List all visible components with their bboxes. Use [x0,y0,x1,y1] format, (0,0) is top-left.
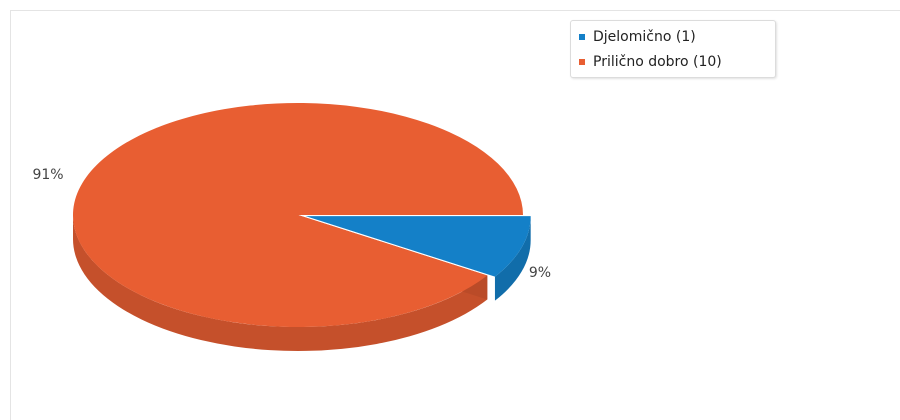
pie-percent-label-1: 91% [32,167,63,183]
legend-item-prilicno-dobro[interactable]: Prilično dobro (10) [579,49,775,74]
legend-item-djelomicno[interactable]: Djelomično (1) [579,24,775,49]
pie-slice-1 [73,103,524,327]
pie-slice-side-1 [73,215,488,352]
pie-slice-side-0 [494,216,531,301]
legend-swatch-prilicno-dobro [579,58,585,65]
pie-percent-label-0: 9% [529,265,551,281]
legend-swatch-djelomicno [579,33,585,40]
legend: Djelomično (1) Prilično dobro (10) [570,20,776,78]
legend-label-prilicno-dobro: Prilično dobro (10) [593,53,722,70]
legend-label-djelomicno: Djelomično (1) [593,28,696,45]
pie-slice-0 [305,216,531,277]
